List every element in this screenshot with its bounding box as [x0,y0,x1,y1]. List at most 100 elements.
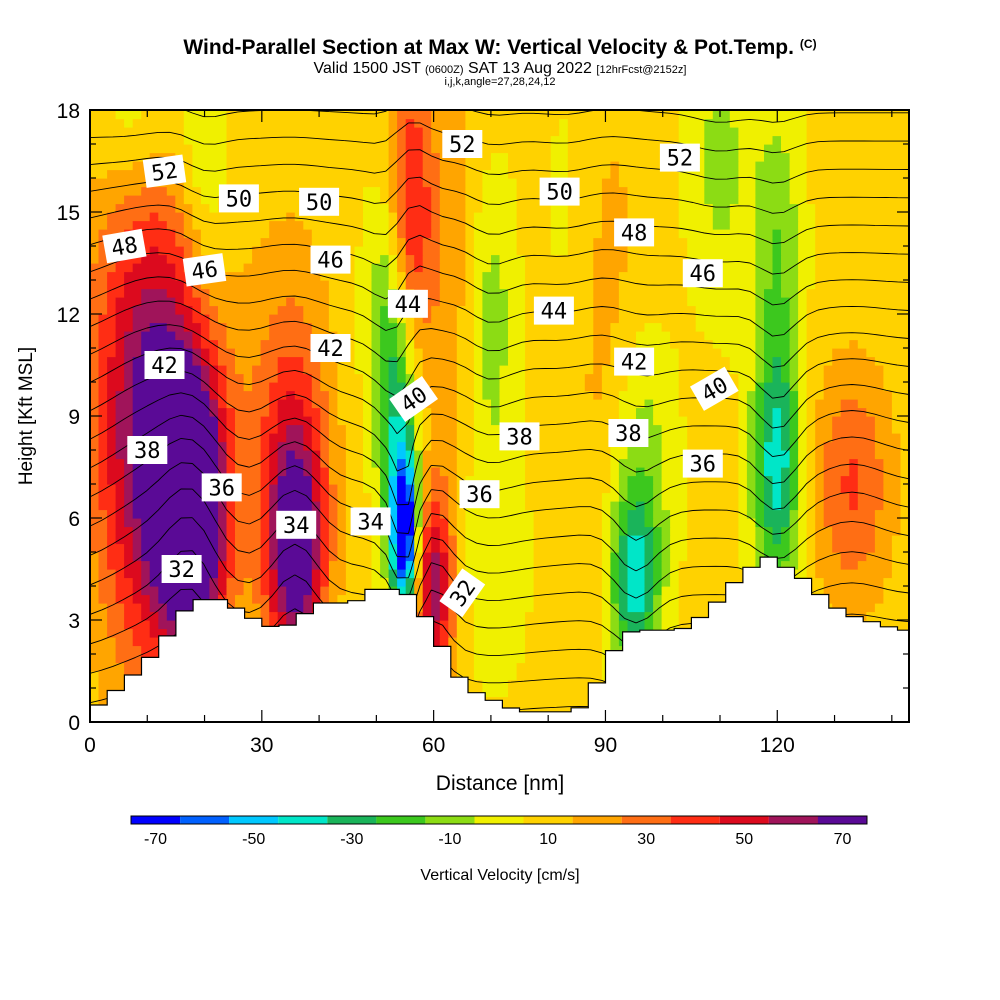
velocity-cell-band [755,543,765,553]
velocity-cell-band [815,424,833,434]
velocity-cell-band [422,144,432,154]
velocity-cell-band [678,586,748,596]
velocity-cell-band [90,229,100,239]
valid-prefix: Valid 1500 JST [313,60,421,77]
velocity-cell-band [328,416,338,426]
velocity-cell-band [891,560,909,570]
velocity-cell-band [107,305,117,315]
velocity-cell-band [653,552,663,562]
velocity-cell-band [755,458,765,468]
velocity-cell-band [397,127,407,137]
velocity-cell-band [738,441,748,451]
velocity-cell-band [465,560,535,570]
velocity-cell-band [610,535,620,545]
contour-label-box [439,568,486,618]
velocity-cell-band [755,203,799,213]
contour-label-box [127,436,168,464]
velocity-cell-band [226,322,270,332]
velocity-cell-band [209,586,219,596]
contour-label-box [201,473,242,502]
velocity-cell-band [107,280,125,290]
velocity-cell-band [200,246,253,256]
velocity-cell-band [627,518,646,528]
velocity-cell-band [414,475,424,485]
velocity-cell-band [593,297,620,307]
velocity-cell-band [405,450,415,460]
velocity-cell-band [311,594,321,604]
velocity-cell-band [320,475,330,485]
velocity-cell-band [525,365,594,375]
velocity-cell-band [815,407,842,417]
velocity-cell-band [397,110,432,120]
theta-contour-51 [90,122,909,154]
velocity-cell-band [815,280,909,290]
velocity-cell-band [508,288,526,298]
velocity-cell-band [107,390,117,400]
velocity-cell-band [601,543,611,553]
velocity-cell-band [465,203,484,213]
velocity-cell-band [482,314,509,324]
velocity-cell-band [311,484,321,494]
velocity-cell-band [618,611,646,621]
velocity-cell-band [345,552,373,562]
velocity-cell-band [337,543,347,553]
velocity-cell-band [90,280,108,290]
velocity-cell-band [823,390,893,400]
velocity-cell-band [175,195,185,205]
velocity-cell-band [132,475,219,485]
velocity-cell-band [218,467,228,477]
velocity-cell-band [738,543,757,553]
velocity-cell-band [704,144,739,154]
velocity-cell-band [473,305,483,315]
velocity-cell-band [107,518,117,528]
velocity-cell-band [388,135,398,145]
velocity-cell-band [610,628,620,638]
velocity-cell-band [456,348,475,358]
velocity-cell-band [397,569,407,579]
velocity-cell-band [175,297,185,307]
velocity-cell-band [508,356,526,366]
velocity-cell-band [286,450,296,460]
velocity-cell-band [789,458,799,468]
velocity-cell-band [448,560,458,570]
velocity-cell-band [371,305,381,315]
velocity-cell-band [627,560,646,570]
velocity-cell-band [610,620,620,630]
velocity-cell-band [124,339,142,349]
velocity-cell-band [183,339,193,349]
velocity-cell-band [559,127,569,137]
contour-label-box [533,296,574,325]
velocity-cell-band [448,645,458,655]
velocity-cell-band [311,577,321,587]
velocity-cell-band [439,280,466,290]
velocity-cell-band [653,475,663,485]
velocity-cell-band [286,458,304,468]
velocity-cell-band [832,424,876,434]
velocity-cell-band [883,484,902,494]
contour-label-box [682,449,723,478]
velocity-cell-band [132,586,142,596]
velocity-cell-band [303,407,321,417]
velocity-cell-band [311,416,321,426]
velocity-cell-band [456,620,475,630]
velocity-cell-band [218,203,364,213]
velocity-cell-band [192,339,202,349]
velocity-cell-band [90,688,100,698]
velocity-cell-band [218,407,228,417]
velocity-cell-band [516,178,552,188]
velocity-cell-band [328,450,347,460]
velocity-cell-band [397,314,407,324]
velocity-cell-band [806,288,909,298]
velocity-cell-band [209,399,219,409]
velocity-cell-band [269,594,279,604]
velocity-cell-band [781,407,791,417]
contour-label-text: 44 [541,300,568,325]
velocity-cell-band [183,178,193,188]
velocity-cell-band [448,696,611,706]
velocity-cell-band [345,577,373,587]
velocity-cell-band [874,509,902,519]
velocity-cell-band [209,254,253,264]
velocity-cell-band [704,195,739,205]
velocity-cell-band [397,450,407,460]
velocity-cell-band [781,271,799,281]
